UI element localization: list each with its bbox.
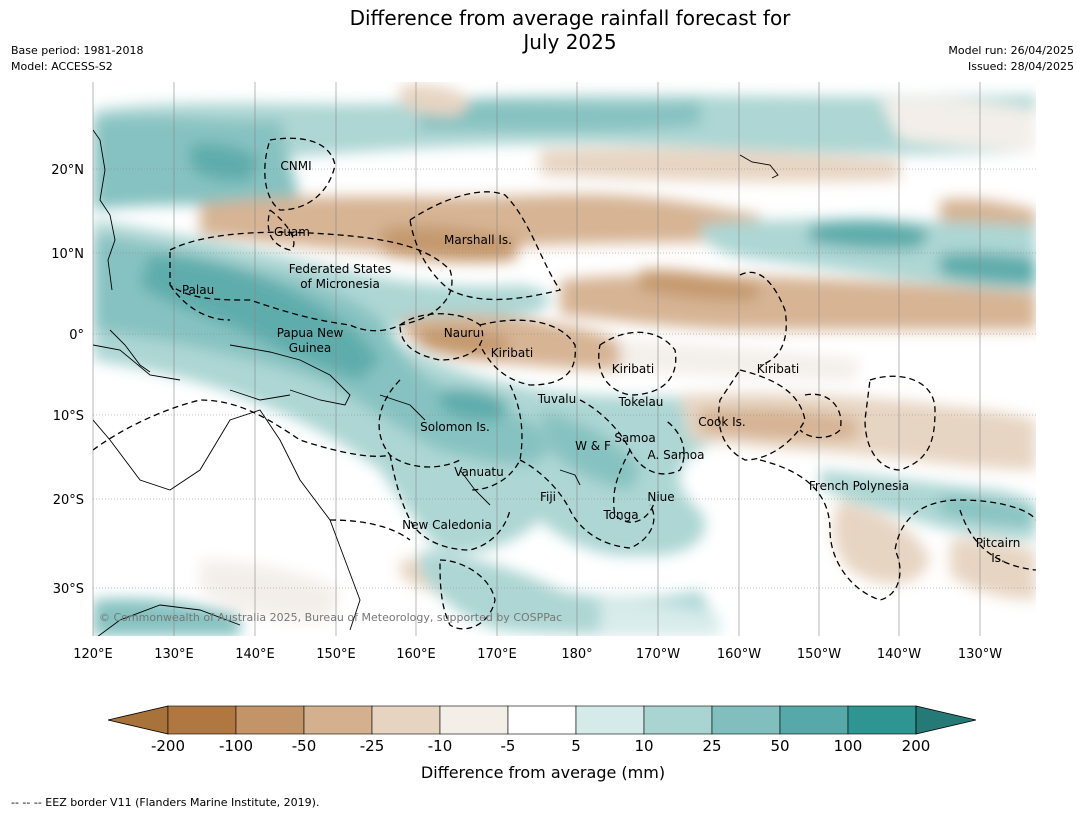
lat-label: 30°S — [53, 582, 84, 597]
colorbar-tick-label: 200 — [902, 737, 931, 755]
place-label: French Polynesia — [809, 479, 909, 493]
place-label: Is. — [991, 551, 1005, 565]
lon-label: 120°E — [73, 647, 113, 662]
lon-label: 180° — [561, 647, 592, 662]
meta-right: Model run: 26/04/2025 Issued: 28/04/2025 — [948, 43, 1074, 75]
lat-label: 20°N — [51, 163, 84, 178]
colorbar-segment — [711, 705, 781, 735]
lat-label: 20°S — [53, 493, 84, 508]
place-label: Vanuatu — [454, 465, 504, 479]
place-label: Samoa — [614, 431, 655, 445]
place-label: A. Samoa — [648, 448, 705, 462]
lon-label: 160°W — [717, 647, 761, 662]
place-label: Kiribati — [757, 362, 799, 376]
place-label: Marshall Is. — [444, 233, 512, 247]
place-label: Palau — [182, 283, 214, 297]
lat-label: 10°S — [53, 409, 84, 424]
eez-borders — [93, 137, 1036, 630]
anomaly-field — [93, 82, 1036, 636]
place-label: Federated States — [289, 262, 391, 276]
lon-label: 130°W — [958, 647, 1002, 662]
colorbar-tick-label: -50 — [292, 737, 317, 755]
base-period: Base period: 1981-2018 — [11, 44, 144, 57]
colorbar-segment — [507, 705, 577, 735]
place-label: of Micronesia — [300, 277, 380, 291]
colorbar-tick-label: -10 — [428, 737, 453, 755]
lon-label: 170°W — [636, 647, 680, 662]
colorbar-segment — [643, 705, 713, 735]
meta-left: Base period: 1981-2018 Model: ACCESS-S2 — [11, 43, 143, 75]
colorbar-segment — [847, 705, 917, 735]
gridlines — [92, 82, 1036, 636]
colorbar-segment — [167, 705, 237, 735]
lon-label: 140°E — [235, 647, 275, 662]
place-label: W & F — [575, 439, 611, 453]
colorbar-tick-label: -5 — [501, 737, 516, 755]
colorbar-segment — [371, 705, 441, 735]
place-label: Tuvalu — [537, 392, 577, 406]
eez-footnote: -- -- -- EEZ border V11 (Flanders Marine… — [11, 796, 320, 809]
colorbar-tick-label: 10 — [634, 737, 653, 755]
place-label: Kiribati — [612, 362, 654, 376]
place-label: Guam — [274, 225, 310, 239]
colorbar-extend-high — [915, 705, 977, 735]
place-label: Kiribati — [491, 346, 533, 360]
place-label: Papua New — [277, 326, 344, 340]
place-label: Solomon Is. — [420, 420, 490, 434]
place-label: New Caledonia — [402, 518, 492, 532]
place-label: Fiji — [540, 490, 556, 504]
lat-label: 0° — [69, 328, 84, 343]
place-label: Pitcairn — [976, 536, 1021, 550]
coastlines — [93, 129, 779, 636]
lon-label: 150°E — [316, 647, 356, 662]
colorbar-segment — [439, 705, 509, 735]
place-label: Tonga — [602, 508, 638, 522]
place-label: Cook Is. — [698, 415, 745, 429]
colorbar-tick-label: 100 — [834, 737, 863, 755]
place-label: Nauru — [444, 326, 480, 340]
map-title-line1: Difference from average rainfall forecas… — [349, 6, 791, 30]
place-label: CNMI — [280, 159, 311, 173]
model-run: Model run: 26/04/2025 — [948, 44, 1074, 57]
colorbar-segment — [303, 705, 373, 735]
legend-axis-label: Difference from average (mm) — [421, 763, 665, 782]
place-label: Niue — [647, 490, 674, 504]
lon-label: 160°E — [396, 647, 436, 662]
lon-label: 150°W — [797, 647, 841, 662]
longitude-labels: 120°E 130°E 140°E 150°E 160°E 170°E 180° 170°W 1… — [73, 647, 1002, 662]
map-title: Difference from average rainfall forecas… — [0, 6, 1085, 54]
colorbar-segment — [575, 705, 645, 735]
colorbar-tick-label: -25 — [360, 737, 385, 755]
copyright-text: © Commonwealth of Australia 2025, Bureau… — [99, 611, 562, 624]
place-label: Tokelau — [618, 395, 664, 409]
lat-label: 10°N — [51, 247, 84, 262]
colorbar-tick-label: 50 — [770, 737, 789, 755]
map-title-line2: July 2025 — [523, 30, 617, 54]
lon-label: 170°E — [477, 647, 517, 662]
place-label: Guinea — [289, 341, 332, 355]
colorbar-segment — [779, 705, 849, 735]
latitude-labels: 20°N 10°N 0° 10°S 20°S 30°S — [51, 163, 84, 597]
lon-label: 130°E — [154, 647, 194, 662]
issued-date: Issued: 28/04/2025 — [967, 60, 1074, 73]
model-name: Model: ACCESS-S2 — [11, 60, 113, 73]
colorbar-legend: -200 -100 -50 -25 -10 -5 5 10 25 50 100 200 — [107, 705, 977, 755]
colorbar-extend-low — [107, 705, 169, 735]
colorbar-tick-label: 25 — [702, 737, 721, 755]
colorbar-segment — [235, 705, 305, 735]
colorbar-tick-label: -100 — [219, 737, 253, 755]
colorbar-tick-label: 5 — [571, 737, 581, 755]
colorbar-tick-label: -200 — [151, 737, 185, 755]
lon-label: 140°W — [877, 647, 921, 662]
